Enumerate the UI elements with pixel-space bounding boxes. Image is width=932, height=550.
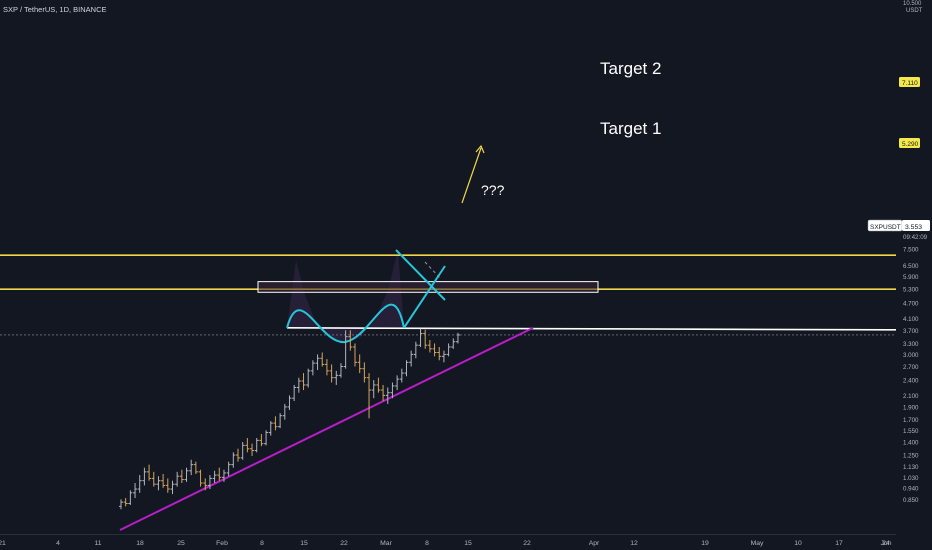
price-tick-label: 1.030 (903, 475, 919, 482)
time-tick-label: 25 (177, 540, 185, 547)
time-tick-label: 10 (794, 540, 802, 547)
price-axis[interactable]: 10.500 USDT 0.850 0.940 1.030 1.130 1.250 1.4… (896, 0, 932, 534)
price-tick-label: 7.500 (903, 247, 919, 254)
price-tick-label: 1.250 (903, 453, 919, 460)
price-tick-label: 2.400 (903, 378, 919, 385)
price-tick-label: 1.700 (903, 417, 919, 424)
flag-lower-line[interactable] (395, 249, 446, 301)
target1-label[interactable]: Target 1 (600, 119, 661, 138)
flag-upper-line[interactable] (403, 265, 446, 329)
last-price-badge[interactable]: SXPUSDT 3.553 09:42:09 (867, 219, 930, 241)
time-tick-label: 24 (882, 540, 890, 547)
time-axis[interactable]: 21 4 11 18 25 Feb 8 15 22 Mar 8 15 22 Apr 12 19 May 10 17 2… (0, 534, 932, 550)
countdown-value: 09:42:09 (903, 234, 928, 241)
target2-label[interactable]: Target 2 (600, 59, 661, 78)
time-tick-label: 12 (630, 540, 638, 547)
last-price-value: 3.553 (905, 224, 922, 231)
price-tick-label: 2.700 (903, 364, 919, 371)
drawings-layer (0, 144, 897, 531)
time-tick-label: Jun (881, 540, 892, 547)
time-tick-label: Mar (380, 540, 392, 547)
price-tick-label: 1.400 (903, 440, 919, 447)
time-tick-label: 8 (425, 540, 429, 547)
time-tick-label: 15 (300, 540, 308, 547)
currency-label: USDT (906, 8, 923, 14)
price-tick-label: 3.000 (903, 352, 919, 359)
price-tick-label: 3.300 (903, 341, 919, 348)
time-tick-label: 15 (464, 540, 472, 547)
price-tick-label: 1.550 (903, 428, 919, 435)
target2-price-badge[interactable]: 7.110 (899, 77, 920, 87)
cup-curve[interactable] (286, 303, 405, 344)
symbol-label[interactable]: SXP / TetherUS, 1D, BINANCE (3, 5, 107, 14)
price-scale-top-label: 10.500 (903, 1, 922, 7)
time-tick-label: 18 (136, 540, 144, 547)
price-tick-label: 3.700 (903, 328, 919, 335)
time-tick-label: 11 (94, 540, 101, 547)
ascending-trendline[interactable] (119, 326, 534, 531)
price-tick-label: 0.850 (903, 497, 919, 504)
target1-price-value: 5.290 (902, 141, 919, 148)
time-tick-label: 17 (835, 540, 843, 547)
time-tick-label: Feb (216, 540, 228, 547)
time-tick-label: May (751, 540, 764, 547)
time-ticks: 21 4 11 18 25 Feb 8 15 22 Mar 8 15 22 Apr 12 19 May 10 17 2… (0, 540, 892, 547)
price-tick-label: 5.900 (903, 274, 919, 281)
price-tick-label: 4.700 (903, 300, 919, 307)
time-tick-label: 21 (0, 540, 6, 547)
time-tick-label: 8 (260, 540, 264, 547)
price-tick-label: 1.130 (903, 464, 919, 471)
time-tick-label: 22 (523, 540, 531, 547)
flag-dashed-line (424, 261, 441, 279)
price-tick-label: 4.100 (903, 316, 919, 323)
price-tick-label: 6.500 (903, 263, 919, 270)
resistance-line[interactable] (286, 327, 897, 331)
price-tick-label: 2.100 (903, 393, 919, 400)
time-tick-label: 19 (701, 540, 709, 547)
time-tick-label: 22 (340, 540, 348, 547)
last-price-symbol: SXPUSDT (870, 224, 901, 231)
price-tick-label: 0.940 (903, 485, 919, 492)
target-arrow[interactable] (461, 147, 482, 204)
target2-price-value: 7.110 (902, 80, 918, 87)
target1-price-badge[interactable]: 5.290 (899, 138, 920, 148)
candles-layer (119, 328, 460, 510)
price-tick-label: 1.900 (903, 404, 919, 411)
price-tick-label: 5.300 (903, 286, 919, 293)
question-label[interactable]: ??? (481, 182, 505, 198)
target-arrow-head (475, 144, 485, 154)
time-tick-label: 4 (56, 540, 60, 547)
time-tick-label: Apr (589, 540, 600, 547)
